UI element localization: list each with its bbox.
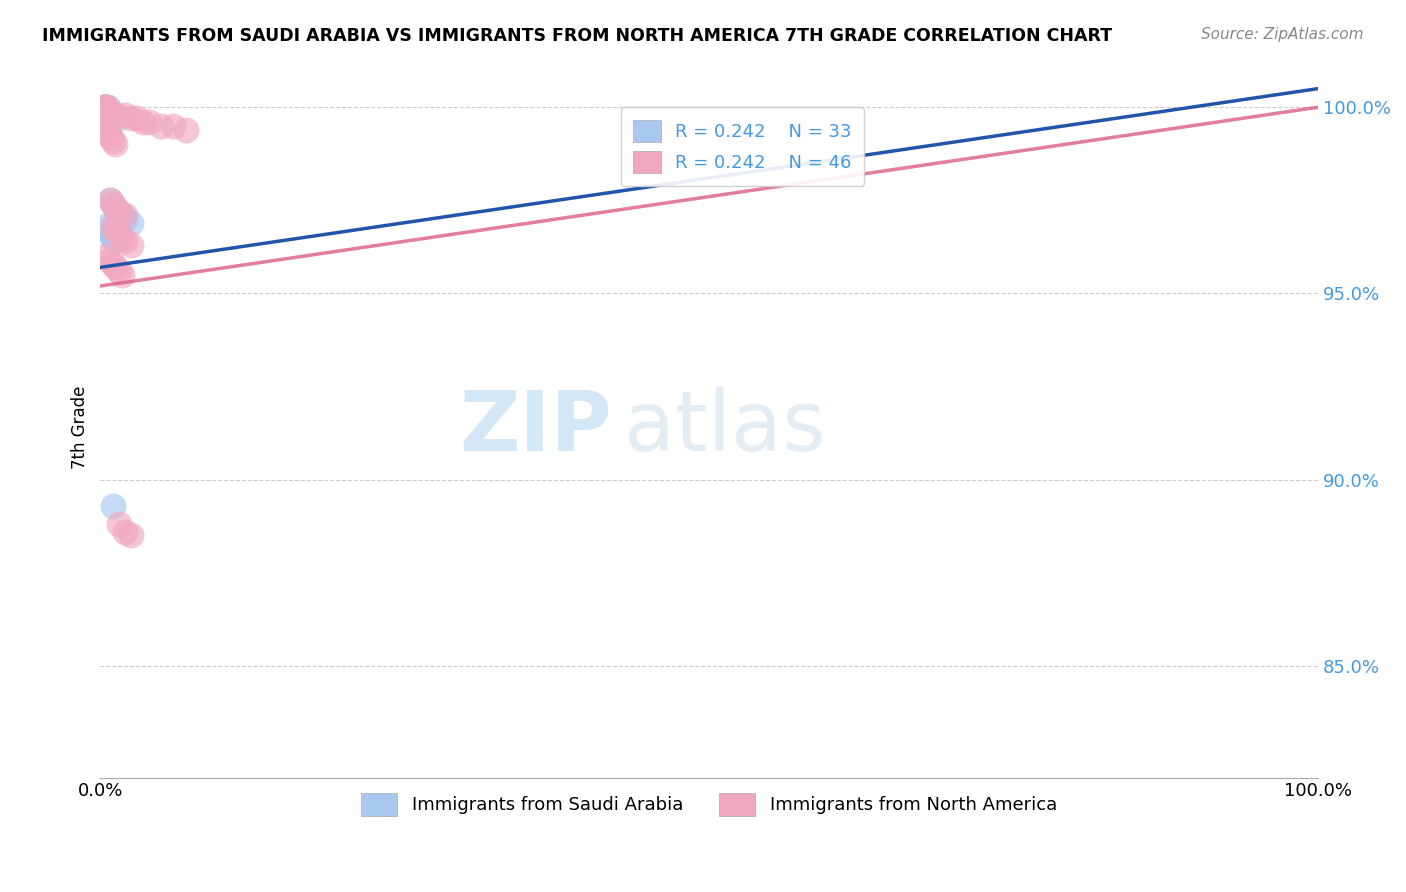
- Point: [94, 108, 117, 122]
- Point: [107, 227, 129, 241]
- Point: [104, 201, 127, 215]
- Point: [96, 249, 118, 263]
- Point: [96, 100, 118, 114]
- Point: [174, 122, 197, 136]
- Point: [97, 103, 120, 118]
- Point: [91, 100, 114, 114]
- Point: [93, 103, 115, 118]
- Point: [104, 108, 127, 122]
- Point: [125, 112, 148, 126]
- Point: [104, 260, 127, 275]
- Point: [120, 216, 142, 230]
- Point: [98, 103, 121, 118]
- Text: ZIP: ZIP: [460, 387, 612, 468]
- Point: [93, 100, 115, 114]
- Point: [94, 112, 117, 126]
- Point: [104, 137, 127, 152]
- Point: [91, 103, 114, 118]
- Point: [132, 115, 155, 129]
- Point: [114, 108, 136, 122]
- Point: [120, 528, 142, 542]
- Point: [97, 100, 120, 114]
- Point: [97, 115, 120, 129]
- Point: [101, 230, 124, 244]
- Point: [97, 223, 120, 237]
- Point: [97, 103, 120, 118]
- Point: [98, 194, 121, 208]
- Point: [114, 524, 136, 539]
- Point: [96, 119, 118, 133]
- Point: [107, 264, 129, 278]
- Text: Source: ZipAtlas.com: Source: ZipAtlas.com: [1201, 27, 1364, 42]
- Point: [93, 108, 115, 122]
- Point: [101, 134, 124, 148]
- Point: [104, 108, 127, 122]
- Point: [101, 257, 124, 271]
- Point: [98, 115, 121, 129]
- Point: [93, 108, 115, 122]
- Point: [101, 108, 124, 122]
- Point: [101, 219, 124, 234]
- Point: [104, 223, 127, 237]
- Point: [97, 112, 120, 126]
- Point: [93, 100, 115, 114]
- Point: [98, 227, 121, 241]
- Point: [96, 100, 118, 114]
- Point: [107, 204, 129, 219]
- Point: [114, 235, 136, 249]
- Point: [101, 197, 124, 211]
- Point: [98, 130, 121, 145]
- Point: [96, 112, 118, 126]
- Point: [94, 100, 117, 114]
- Point: [97, 126, 120, 140]
- Point: [111, 230, 134, 244]
- Point: [114, 211, 136, 226]
- Point: [107, 517, 129, 532]
- Point: [104, 235, 127, 249]
- Point: [97, 122, 120, 136]
- Point: [150, 119, 173, 133]
- Point: [120, 112, 142, 126]
- Point: [98, 103, 121, 118]
- Point: [162, 119, 184, 133]
- Y-axis label: 7th Grade: 7th Grade: [72, 386, 89, 469]
- Point: [94, 112, 117, 126]
- Point: [96, 112, 118, 126]
- Point: [107, 112, 129, 126]
- Point: [94, 100, 117, 114]
- Point: [138, 115, 160, 129]
- Point: [114, 208, 136, 222]
- Point: [98, 194, 121, 208]
- Point: [111, 268, 134, 282]
- Point: [97, 252, 120, 267]
- Point: [111, 208, 134, 222]
- Point: [104, 201, 127, 215]
- Point: [101, 499, 124, 513]
- Legend: Immigrants from Saudi Arabia, Immigrants from North America: Immigrants from Saudi Arabia, Immigrants…: [353, 784, 1066, 824]
- Point: [101, 108, 124, 122]
- Point: [96, 219, 118, 234]
- Point: [94, 115, 117, 129]
- Point: [107, 204, 129, 219]
- Point: [101, 197, 124, 211]
- Point: [120, 238, 142, 252]
- Text: atlas: atlas: [624, 387, 825, 468]
- Text: IMMIGRANTS FROM SAUDI ARABIA VS IMMIGRANTS FROM NORTH AMERICA 7TH GRADE CORRELAT: IMMIGRANTS FROM SAUDI ARABIA VS IMMIGRAN…: [42, 27, 1112, 45]
